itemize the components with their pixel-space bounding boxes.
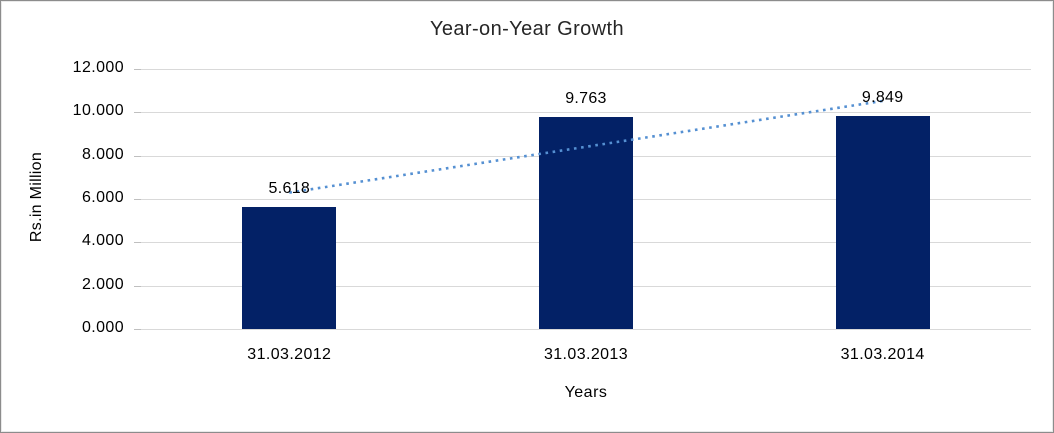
- y-tick-label: 4.000: [81, 232, 124, 249]
- gridline: [141, 112, 1031, 113]
- chart-title: Year-on-Year Growth: [429, 18, 624, 40]
- y-tick-label: 10.000: [72, 102, 124, 119]
- y-tick-mark: [134, 156, 141, 157]
- y-tick-label: 6.000: [81, 189, 124, 206]
- gridline: [141, 69, 1031, 70]
- bar-data-label: 9.763: [565, 90, 607, 108]
- gridline: [141, 329, 1031, 330]
- y-tick-mark: [134, 69, 141, 70]
- y-tick-mark: [134, 199, 141, 200]
- x-tick-label: 31.03.2012: [247, 346, 332, 363]
- y-tick-label: 2.000: [81, 276, 124, 293]
- bar: [242, 207, 337, 329]
- bar-data-label: 9.849: [861, 88, 904, 106]
- y-tick-label: 0.000: [81, 319, 124, 336]
- y-tick-mark: [134, 286, 141, 287]
- x-axis-title: Years: [564, 384, 608, 401]
- y-tick-mark: [134, 242, 141, 243]
- y-tick-mark: [134, 112, 141, 113]
- bar: [539, 117, 633, 329]
- bar-data-label: 5.618: [268, 180, 311, 198]
- x-tick-label: 31.03.2014: [840, 346, 925, 363]
- x-tick-label: 31.03.2013: [543, 346, 629, 363]
- y-tick-mark: [134, 329, 141, 330]
- y-tick-label: 12.000: [72, 59, 124, 76]
- y-tick-label: 8.000: [81, 146, 124, 163]
- bar: [835, 115, 930, 329]
